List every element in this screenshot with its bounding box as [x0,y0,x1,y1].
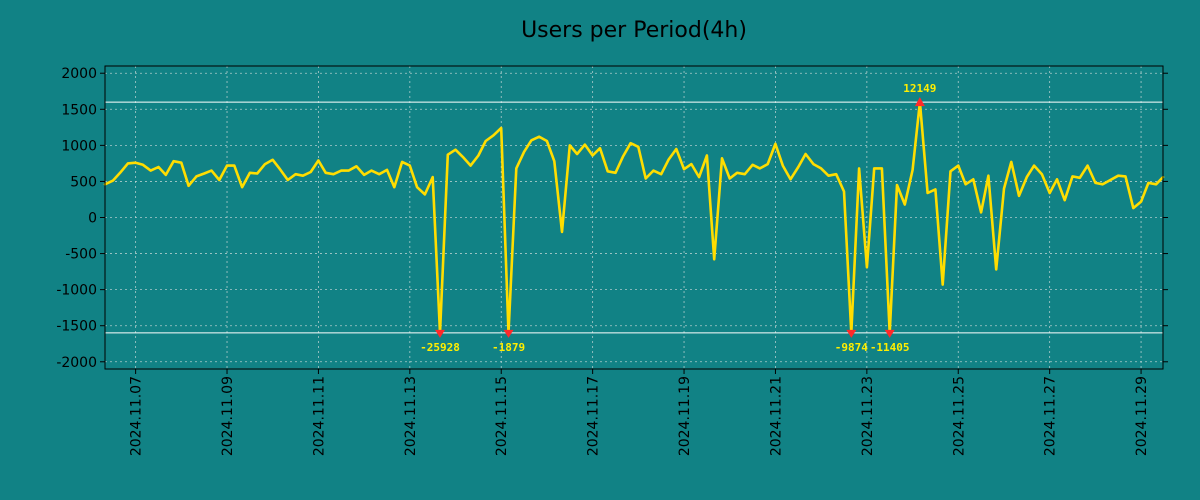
y-tick-label: 1000 [61,138,97,154]
y-tick-label: 1500 [61,102,97,118]
y-tick-label: 2000 [61,66,97,82]
min-value-label: -9874 [835,341,868,354]
x-tick-label: 2024.11.09 [220,376,236,456]
x-tick-label: 2024.11.27 [1043,376,1059,456]
x-tick-label: 2024.11.25 [951,376,967,456]
x-tick-label: 2024.11.11 [311,376,327,456]
y-tick-label: -1500 [56,319,97,335]
x-tick-label: 2024.11.07 [129,376,145,456]
min-value-label: -11405 [870,341,910,354]
series-layer [103,100,1165,335]
y-tick-label: -500 [65,247,97,263]
y-tick-label: 0 [88,211,97,227]
max-value-label: 12149 [903,82,936,95]
annotation-markers: -25928 -1879 -9874 -11405 12149 [420,82,936,354]
x-axis: 2024.11.07 2024.11.09 2024.11.11 2024.11.13… [129,369,1150,456]
min-marker [884,329,895,338]
x-tick-label: 2024.11.23 [860,376,876,456]
y-tick-label: -2000 [56,355,97,371]
y-tick-label: 500 [70,174,97,190]
x-tick-label: 2024.11.15 [494,376,510,456]
x-tick-label: 2024.11.21 [768,376,784,456]
min-marker [434,329,445,338]
min-value-label: -1879 [492,341,525,354]
max-marker [914,97,925,107]
min-marker [503,329,514,338]
threshold-lines [105,101,1163,334]
x-tick-label: 2024.11.17 [586,376,602,456]
chart-title: Users per Period(4h) [521,18,747,43]
min-marker [846,329,857,338]
series-line-users [103,100,1165,335]
y-tick-label: -1000 [56,283,97,299]
x-tick-label: 2024.11.19 [677,376,693,456]
y-axis: 2000 1500 1000 500 0 -500 -1000 -1500 -2000 [56,66,1168,371]
min-value-label: -25928 [420,341,460,354]
x-tick-label: 2024.11.13 [403,376,419,456]
x-tick-label: 2024.11.29 [1134,376,1150,456]
